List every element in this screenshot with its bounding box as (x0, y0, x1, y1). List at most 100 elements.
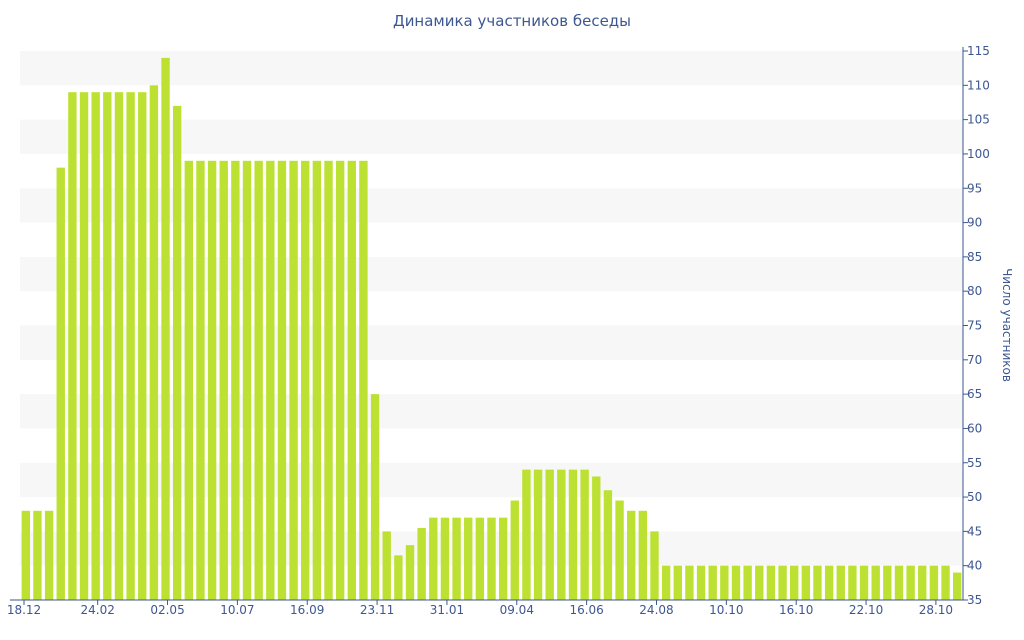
y-tick-label: 55 (967, 456, 982, 470)
bar (883, 565, 892, 600)
bar (277, 160, 287, 601)
bar (359, 160, 368, 601)
y-tick-label: 40 (967, 559, 982, 573)
bar (929, 565, 939, 600)
y-tick-label: 105 (967, 113, 990, 127)
x-tick-label: 16.09 (290, 603, 324, 617)
x-tick-label: 24.08 (639, 603, 673, 617)
bar (44, 510, 54, 600)
x-tick-label: 02.05 (150, 603, 184, 617)
bar (231, 160, 240, 601)
bar (708, 565, 717, 600)
bar (335, 160, 345, 601)
x-tick-label: 28.10 (919, 603, 953, 617)
bar (615, 500, 624, 600)
x-tick-label: 16.06 (569, 603, 603, 617)
bar (824, 565, 834, 600)
bar (580, 469, 589, 600)
bar (720, 565, 729, 600)
bar (801, 565, 811, 600)
y-tick-label: 90 (967, 216, 982, 230)
grid-band (20, 51, 963, 86)
bar (755, 565, 764, 600)
bar (778, 565, 787, 600)
bar (33, 510, 42, 600)
bar (487, 517, 496, 600)
bar (126, 92, 135, 601)
y-axis-title: Число участников (1000, 268, 1014, 382)
bar (627, 510, 636, 600)
bar (918, 565, 927, 600)
x-tick-label: 09.04 (500, 603, 534, 617)
bar (207, 160, 217, 601)
bar (161, 57, 170, 601)
y-tick-label: 95 (967, 181, 982, 195)
bar (184, 160, 193, 601)
x-tick-label: 22.10 (849, 603, 883, 617)
bar (510, 500, 519, 600)
y-tick-label: 70 (967, 353, 982, 367)
chart-title: Динамика участников беседы (392, 12, 632, 30)
bar (138, 92, 147, 601)
bar (941, 565, 950, 600)
x-tick-label: 23.11 (360, 603, 394, 617)
bar (289, 160, 298, 601)
bar (638, 510, 648, 600)
bar (557, 469, 566, 600)
y-tick-label: 100 (967, 147, 990, 161)
bar (405, 545, 415, 600)
bar (533, 469, 543, 600)
y-tick-label: 75 (967, 319, 982, 333)
x-tick-label: 10.10 (709, 603, 743, 617)
bar (731, 565, 741, 600)
bar (696, 565, 706, 600)
bar (172, 105, 182, 601)
bar (266, 160, 275, 601)
bar (871, 565, 880, 600)
bar (464, 517, 473, 600)
bar (219, 160, 228, 601)
y-tick-label: 65 (967, 387, 982, 401)
bar (661, 565, 671, 600)
bar (522, 469, 531, 600)
bar (790, 565, 799, 600)
x-tick-label: 24.02 (80, 603, 114, 617)
bar (347, 160, 356, 601)
bar (498, 517, 508, 600)
bar (242, 160, 252, 601)
bar (545, 469, 554, 600)
y-tick-label: 50 (967, 490, 982, 504)
bar (429, 517, 438, 600)
y-tick-label: 60 (967, 421, 982, 435)
bar (149, 85, 159, 600)
bar (836, 565, 845, 600)
bar (475, 517, 485, 600)
bar (370, 394, 380, 600)
y-tick-label: 80 (967, 284, 982, 298)
y-tick-label: 35 (967, 593, 982, 607)
bar (68, 92, 77, 601)
bar (813, 565, 822, 600)
bar (417, 527, 426, 600)
x-tick-label: 10.07 (220, 603, 254, 617)
y-tick-label: 115 (967, 44, 990, 58)
bar (743, 565, 752, 600)
bar (21, 510, 31, 600)
bar (56, 167, 65, 600)
bar (848, 565, 857, 600)
bar (766, 565, 776, 600)
x-tick-label: 31.01 (430, 603, 464, 617)
bar (685, 565, 694, 600)
bar (650, 531, 659, 600)
bar (906, 565, 915, 600)
x-tick-label: 16.10 (779, 603, 813, 617)
y-axis: 35 40 45 50 55 60 65 70 75 80 85 90 95 100 105 110 115 (962, 44, 990, 607)
x-tick-label: 18.12 (7, 603, 41, 617)
bar (452, 517, 461, 600)
bar (196, 160, 205, 601)
bar (568, 469, 578, 600)
bar (952, 572, 962, 600)
bar (301, 160, 310, 601)
bar (254, 160, 263, 601)
